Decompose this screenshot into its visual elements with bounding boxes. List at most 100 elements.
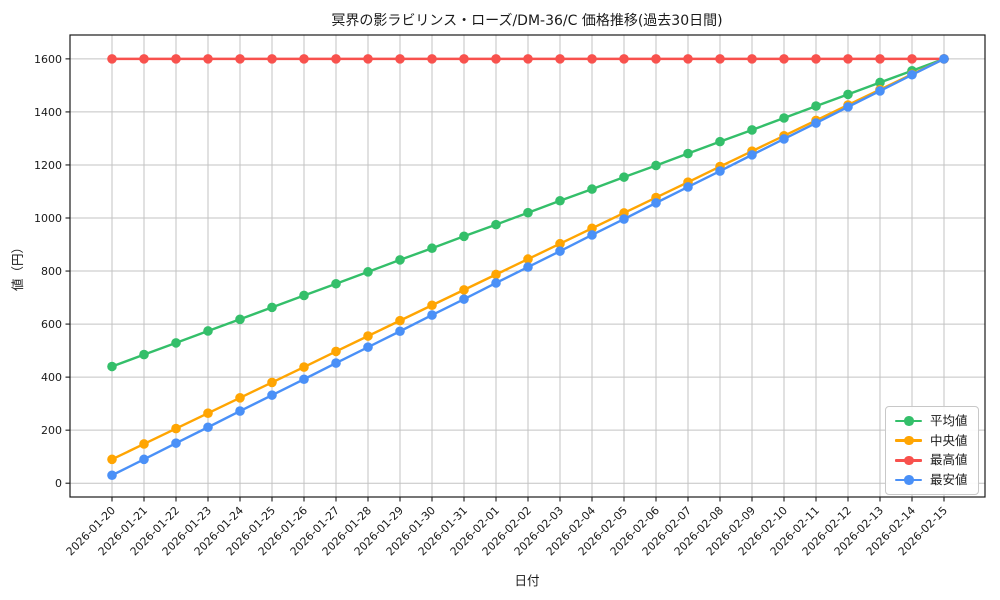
data-point-marker [715, 54, 725, 64]
data-point-marker [203, 408, 213, 418]
data-point-marker [491, 278, 501, 288]
data-point-marker [107, 454, 117, 465]
data-point-marker [203, 54, 213, 64]
data-point-marker [555, 195, 565, 206]
data-point-marker [811, 54, 821, 64]
data-point-marker [715, 166, 725, 176]
max-line-swatch [895, 455, 922, 466]
legend-item-average: 平均値 [895, 413, 968, 429]
data-point-marker [107, 54, 117, 64]
data-point-marker [267, 302, 277, 313]
data-point-marker [235, 314, 245, 325]
data-point-marker [235, 54, 245, 64]
data-point-marker [523, 254, 533, 264]
data-point-marker [523, 207, 533, 218]
data-point-marker [619, 214, 629, 224]
data-point-marker [139, 439, 149, 449]
data-point-marker [363, 54, 373, 64]
data-point-marker [331, 346, 341, 357]
data-point-marker [139, 54, 149, 64]
data-point-marker [843, 102, 853, 112]
series-layer [107, 54, 949, 481]
data-point-marker [715, 136, 725, 147]
data-point-marker [779, 113, 789, 123]
data-point-marker [235, 406, 245, 416]
y-tick-label: 600 [41, 318, 62, 331]
y-tick-label: 1000 [34, 212, 62, 225]
data-point-marker [651, 160, 661, 171]
data-point-marker [555, 54, 565, 64]
data-point-marker [171, 338, 181, 348]
legend-item-min: 最安値 [895, 472, 968, 488]
data-point-marker [395, 326, 405, 337]
data-point-marker [875, 86, 885, 96]
data-point-marker [651, 54, 661, 64]
data-point-marker [203, 422, 213, 433]
data-point-marker [619, 172, 629, 182]
data-point-marker [299, 54, 309, 64]
data-point-marker [171, 54, 181, 64]
legend-label-median: 中央値 [930, 432, 968, 448]
data-point-marker [427, 54, 437, 64]
data-point-marker [235, 393, 245, 403]
data-point-marker [395, 315, 405, 326]
data-point-marker [139, 454, 149, 465]
data-point-marker [331, 358, 341, 368]
y-tick-label: 1200 [34, 159, 62, 172]
data-point-marker [459, 285, 469, 295]
tick-layer [65, 58, 945, 502]
data-point-marker [459, 294, 469, 304]
data-point-marker [587, 223, 597, 234]
data-point-marker [427, 243, 437, 254]
y-tick-label: 0 [55, 477, 62, 490]
data-point-marker [683, 148, 693, 159]
data-point-marker [907, 69, 917, 80]
data-point-marker [875, 77, 885, 88]
average-line-swatch [895, 416, 922, 426]
data-point-marker [299, 290, 309, 301]
data-point-marker [267, 377, 277, 388]
legend-item-median: 中央値 [895, 433, 968, 449]
data-point-marker [619, 54, 629, 64]
data-point-marker [139, 349, 149, 360]
data-point-marker [331, 54, 341, 64]
data-point-marker [779, 54, 789, 64]
data-point-marker [395, 255, 405, 265]
data-point-marker [587, 230, 597, 240]
data-point-marker [491, 219, 501, 230]
x-axis-label: 日付 [514, 573, 539, 588]
y-tick-label: 1400 [34, 106, 62, 119]
data-point-marker [363, 267, 373, 277]
legend-label-max: 最高値 [930, 452, 968, 468]
data-point-marker [747, 150, 757, 160]
legend-item-max: 最高値 [895, 452, 968, 468]
data-point-marker [427, 310, 437, 320]
tick-label-layer: 020040060080010001200140016002026-01-202… [34, 53, 950, 558]
data-point-marker [555, 238, 565, 249]
data-point-marker [299, 374, 309, 385]
y-tick-label: 1600 [34, 53, 62, 66]
data-point-marker [171, 423, 181, 434]
data-point-marker [587, 54, 597, 64]
legend-label-min: 最安値 [930, 471, 968, 487]
data-point-marker [267, 390, 277, 400]
data-point-marker [491, 269, 501, 280]
data-point-marker [811, 101, 821, 111]
data-point-marker [907, 54, 917, 64]
data-point-marker [107, 470, 117, 481]
y-tick-label: 200 [41, 424, 62, 437]
data-point-marker [171, 438, 181, 448]
median-line-swatch [895, 435, 922, 446]
y-tick-label: 400 [41, 371, 62, 384]
data-point-marker [491, 54, 501, 64]
data-point-marker [747, 125, 757, 135]
data-point-marker [267, 54, 277, 64]
data-point-marker [523, 54, 533, 64]
data-point-marker [331, 278, 341, 289]
data-point-marker [683, 54, 693, 64]
min-line-swatch [895, 475, 922, 485]
data-point-marker [779, 134, 789, 144]
data-point-marker [587, 184, 597, 194]
